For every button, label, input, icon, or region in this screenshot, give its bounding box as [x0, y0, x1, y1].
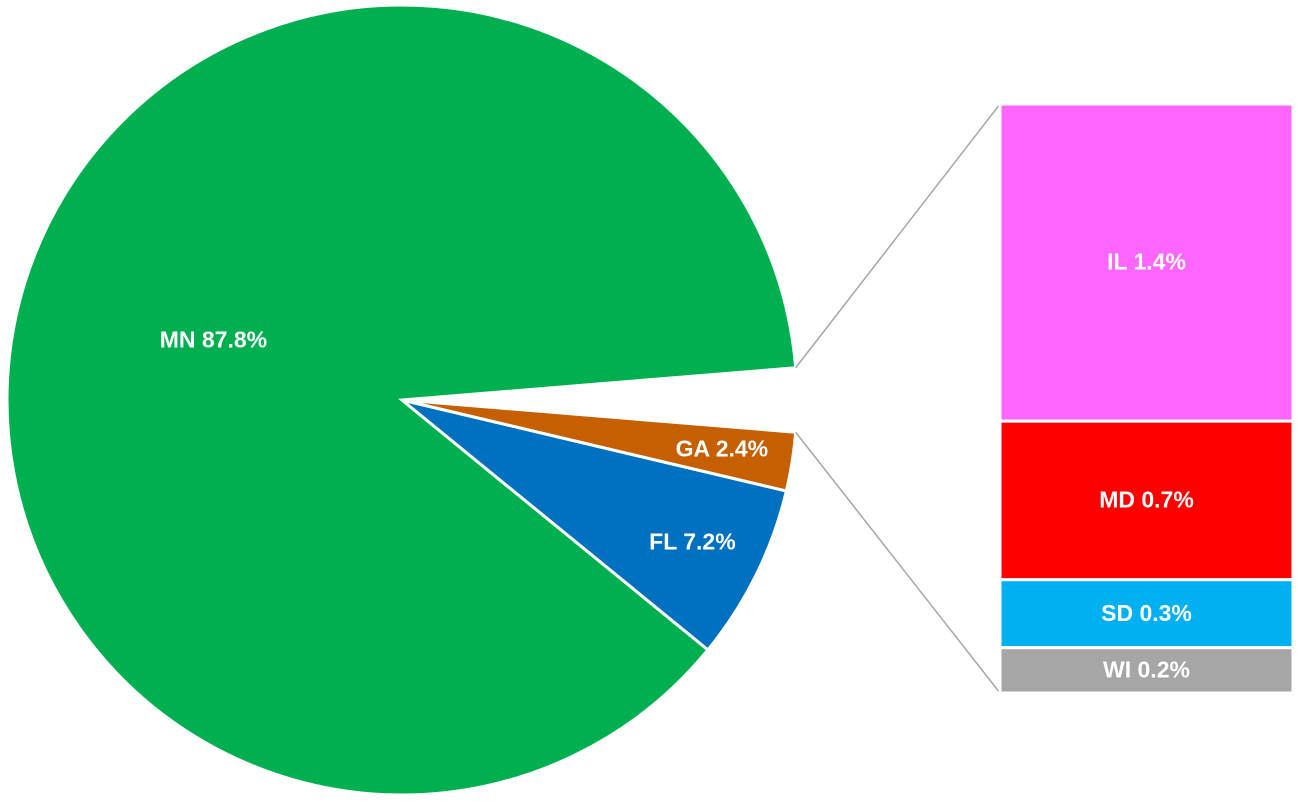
pie-slice — [5, 3, 798, 797]
bar-label: SD 0.3% — [1101, 600, 1192, 626]
bar-segment — [998, 578, 1295, 650]
bar-segment — [998, 646, 1295, 695]
bar-label: MD 0.7% — [1099, 487, 1194, 513]
connector-line — [795, 103, 1001, 369]
bar-label: WI 0.2% — [1103, 656, 1190, 682]
bar-label: IL 1.4% — [1107, 249, 1186, 275]
slice-label: MN 87.8% — [160, 326, 267, 352]
slice-label: FL 7.2% — [649, 528, 736, 554]
connector-line — [795, 431, 1001, 694]
slice-label: GA 2.4% — [676, 436, 768, 462]
pie-slice — [401, 398, 789, 652]
bar-segment — [998, 102, 1295, 423]
